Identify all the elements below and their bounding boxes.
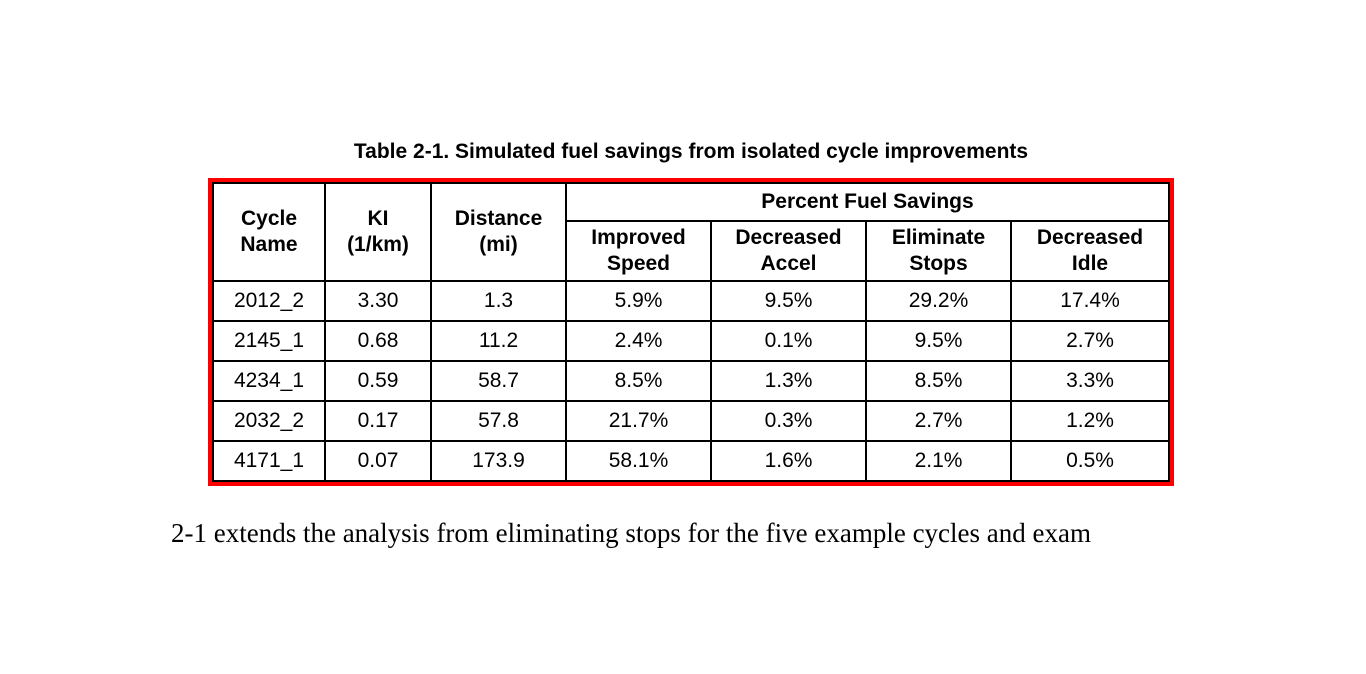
cell-cycle-name: 2145_1 [212, 320, 326, 362]
header-ki: KI (1/km) [324, 182, 432, 282]
cell-distance: 11.2 [430, 320, 567, 362]
cell-decreased-accel: 1.6% [710, 440, 867, 482]
table-row: 2032_2 0.17 57.8 21.7% 0.3% 2.7% 1.2% [212, 400, 1170, 442]
table-row: 2145_1 0.68 11.2 2.4% 0.1% 9.5% 2.7% [212, 320, 1170, 362]
cell-decreased-accel: 9.5% [710, 280, 867, 322]
cell-cycle-name: 4234_1 [212, 360, 326, 402]
header-eliminate-stops: Eliminate Stops [865, 220, 1012, 282]
cell-distance: 1.3 [430, 280, 567, 322]
cell-decreased-idle: 1.2% [1010, 400, 1170, 442]
cell-ki: 0.59 [324, 360, 432, 402]
header-distance: Distance (mi) [430, 182, 567, 282]
cell-eliminate-stops: 29.2% [865, 280, 1012, 322]
cell-distance: 58.7 [430, 360, 567, 402]
cell-cycle-name: 2032_2 [212, 400, 326, 442]
cell-ki: 0.07 [324, 440, 432, 482]
highlight-box: Cycle Name KI (1/km) Distance (mi) Perce… [208, 178, 1174, 486]
cell-ki: 0.68 [324, 320, 432, 362]
cell-improved-speed: 5.9% [565, 280, 712, 322]
header-row-group: Cycle Name KI (1/km) Distance (mi) Perce… [212, 182, 1170, 282]
cell-ki: 3.30 [324, 280, 432, 322]
cell-distance: 173.9 [430, 440, 567, 482]
header-percent-fuel-savings: Percent Fuel Savings [565, 182, 1170, 222]
fuel-savings-table: Cycle Name KI (1/km) Distance (mi) Perce… [212, 182, 1170, 482]
header-decreased-accel: Decreased Accel [710, 220, 867, 282]
cell-decreased-idle: 3.3% [1010, 360, 1170, 402]
cell-decreased-idle: 2.7% [1010, 320, 1170, 362]
table-row: 4234_1 0.59 58.7 8.5% 1.3% 8.5% 3.3% [212, 360, 1170, 402]
cell-cycle-name: 2012_2 [212, 280, 326, 322]
header-decreased-idle: Decreased Idle [1010, 220, 1170, 282]
header-row-sub: Improved Speed Decreased Accel Eliminate… [213, 220, 1170, 282]
cell-distance: 57.8 [430, 400, 567, 442]
cell-eliminate-stops: 8.5% [865, 360, 1012, 402]
table-row: 2012_2 3.30 1.3 5.9% 9.5% 29.2% 17.4% [212, 280, 1170, 322]
cell-decreased-accel: 0.3% [710, 400, 867, 442]
header-improved-speed: Improved Speed [565, 220, 712, 282]
table-title: Table 2-1. Simulated fuel savings from i… [353, 140, 1029, 163]
cell-decreased-accel: 0.1% [710, 320, 867, 362]
cell-improved-speed: 2.4% [565, 320, 712, 362]
cell-eliminate-stops: 2.1% [865, 440, 1012, 482]
table-row: 4171_1 0.07 173.9 58.1% 1.6% 2.1% 0.5% [212, 440, 1170, 482]
cell-improved-speed: 58.1% [565, 440, 712, 482]
header-cycle-name: Cycle Name [212, 182, 326, 282]
cell-decreased-accel: 1.3% [710, 360, 867, 402]
body-text: 2-1 extends the analysis from eliminatin… [171, 518, 1091, 548]
cell-decreased-idle: 17.4% [1010, 280, 1170, 322]
cell-eliminate-stops: 9.5% [865, 320, 1012, 362]
cell-ki: 0.17 [324, 400, 432, 442]
cell-decreased-idle: 0.5% [1010, 440, 1170, 482]
cell-improved-speed: 8.5% [565, 360, 712, 402]
cell-cycle-name: 4171_1 [212, 440, 326, 482]
cell-improved-speed: 21.7% [565, 400, 712, 442]
cell-eliminate-stops: 2.7% [865, 400, 1012, 442]
